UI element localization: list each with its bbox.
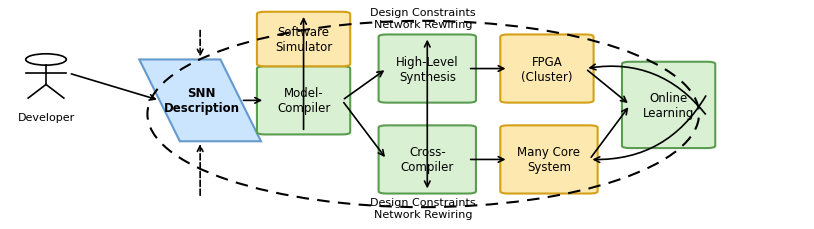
Text: Design Constraints
Network Rewiring: Design Constraints Network Rewiring: [370, 8, 476, 30]
Text: SNN
Description: SNN Description: [164, 87, 240, 115]
Text: Many Core
System: Many Core System: [518, 146, 580, 174]
Polygon shape: [139, 60, 261, 142]
FancyBboxPatch shape: [379, 126, 476, 194]
Text: FPGA
(Cluster): FPGA (Cluster): [521, 55, 573, 83]
Text: Cross-
Compiler: Cross- Compiler: [400, 146, 454, 174]
Text: Software
Simulator: Software Simulator: [275, 26, 332, 54]
Text: Design Constraints
Network Rewiring: Design Constraints Network Rewiring: [370, 197, 476, 218]
Text: Developer: Developer: [17, 112, 75, 122]
Text: Online
Learning: Online Learning: [643, 92, 694, 119]
FancyBboxPatch shape: [379, 35, 476, 103]
FancyBboxPatch shape: [257, 13, 350, 67]
FancyBboxPatch shape: [501, 126, 597, 194]
Text: Model-
Compiler: Model- Compiler: [277, 87, 330, 115]
FancyBboxPatch shape: [257, 67, 350, 135]
Text: High-Level
Synthesis: High-Level Synthesis: [396, 55, 458, 83]
FancyBboxPatch shape: [622, 63, 716, 148]
FancyBboxPatch shape: [501, 35, 593, 103]
